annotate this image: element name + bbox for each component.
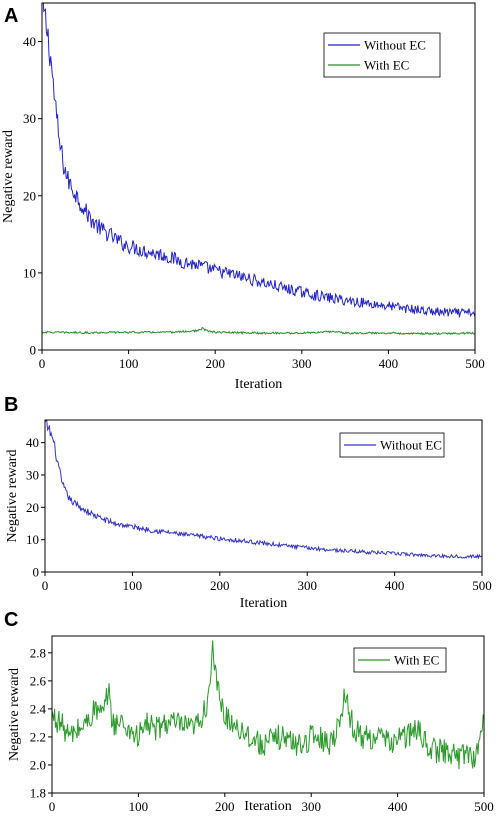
legend: With EC (353, 647, 447, 673)
y-tick-label: 30 (23, 111, 36, 126)
y-tick-label: 0 (33, 565, 40, 580)
y-tick-label: 40 (26, 435, 39, 450)
plot-frame (41, 2, 476, 351)
series-line-with-ec (42, 326, 475, 336)
legend-label: Without EC (380, 438, 442, 453)
y-tick-label: 20 (26, 500, 39, 515)
x-tick-label: 300 (297, 578, 317, 593)
y-tick-label: 2.6 (30, 673, 47, 688)
y-tick-label: 2.2 (30, 729, 46, 744)
series-line-with-ec (52, 640, 484, 770)
chart-panel-a: 0 100 200 300 400 500 0 10 20 30 40 Iteration Negati… (1, 2, 485, 392)
x-tick-label: 300 (292, 356, 312, 371)
x-tick-label: 400 (379, 356, 399, 371)
x-tick-label: 0 (49, 799, 56, 814)
x-tick-label: 300 (301, 799, 321, 814)
x-tick-label: 500 (472, 578, 492, 593)
x-tick-label: 500 (465, 356, 485, 371)
x-tick-label: 0 (39, 356, 46, 371)
plot-frame (51, 635, 485, 794)
x-tick-label: 400 (388, 799, 408, 814)
panel-label: A (4, 5, 18, 27)
y-tick-label: 0 (30, 343, 37, 358)
y-tick-label: 40 (23, 34, 36, 49)
y-axis-label: Negative reward (7, 668, 22, 761)
x-tick-label: 400 (385, 578, 405, 593)
legend: Without EC (339, 432, 445, 458)
y-tick-label: 2.8 (30, 645, 46, 660)
legend-label: Without EC (364, 38, 426, 53)
x-tick-label: 0 (42, 578, 49, 593)
chart-panel-b: 0 100 200 300 400 500 0 10 20 30 40 Iteration Negati… (4, 394, 492, 611)
plot-frame (44, 419, 483, 573)
legend-box (323, 32, 441, 78)
y-tick-label: 30 (26, 467, 39, 482)
x-axis-label: Iteration (240, 596, 287, 611)
x-tick-label: 200 (215, 799, 235, 814)
x-tick-label: 200 (210, 578, 230, 593)
x-tick-label: 100 (129, 799, 149, 814)
legend-label: With EC (394, 653, 439, 668)
y-tick-label: 10 (23, 265, 36, 280)
y-tick-label: 1.8 (30, 786, 46, 801)
x-tick-label: 200 (205, 356, 225, 371)
x-tick-label: 100 (123, 578, 143, 593)
panel-label: B (4, 394, 18, 416)
x-tick-label: 500 (474, 799, 494, 814)
y-tick-label: 2.4 (30, 701, 47, 716)
panel-label: C (4, 609, 18, 631)
legend: Without EC With EC (323, 32, 441, 78)
x-tick-label: 100 (119, 356, 139, 371)
series-line-without-ec (45, 420, 482, 560)
legend-label: With EC (364, 58, 409, 73)
y-axis-label: Negative reward (5, 450, 20, 543)
y-tick-label: 20 (23, 188, 36, 203)
y-axis-label: Negative reward (1, 130, 16, 223)
x-axis-label: Iteration (235, 377, 282, 392)
y-tick-label: 2.0 (30, 757, 46, 772)
series-line-without-ec (42, 3, 475, 318)
x-axis-label: Iteration (244, 799, 291, 814)
chart-panel-c: 0 100 200 300 400 500 1.8 2.0 2.2 2.4 2.6 2.8 Iterat… (4, 609, 494, 814)
y-tick-label: 10 (26, 532, 39, 547)
